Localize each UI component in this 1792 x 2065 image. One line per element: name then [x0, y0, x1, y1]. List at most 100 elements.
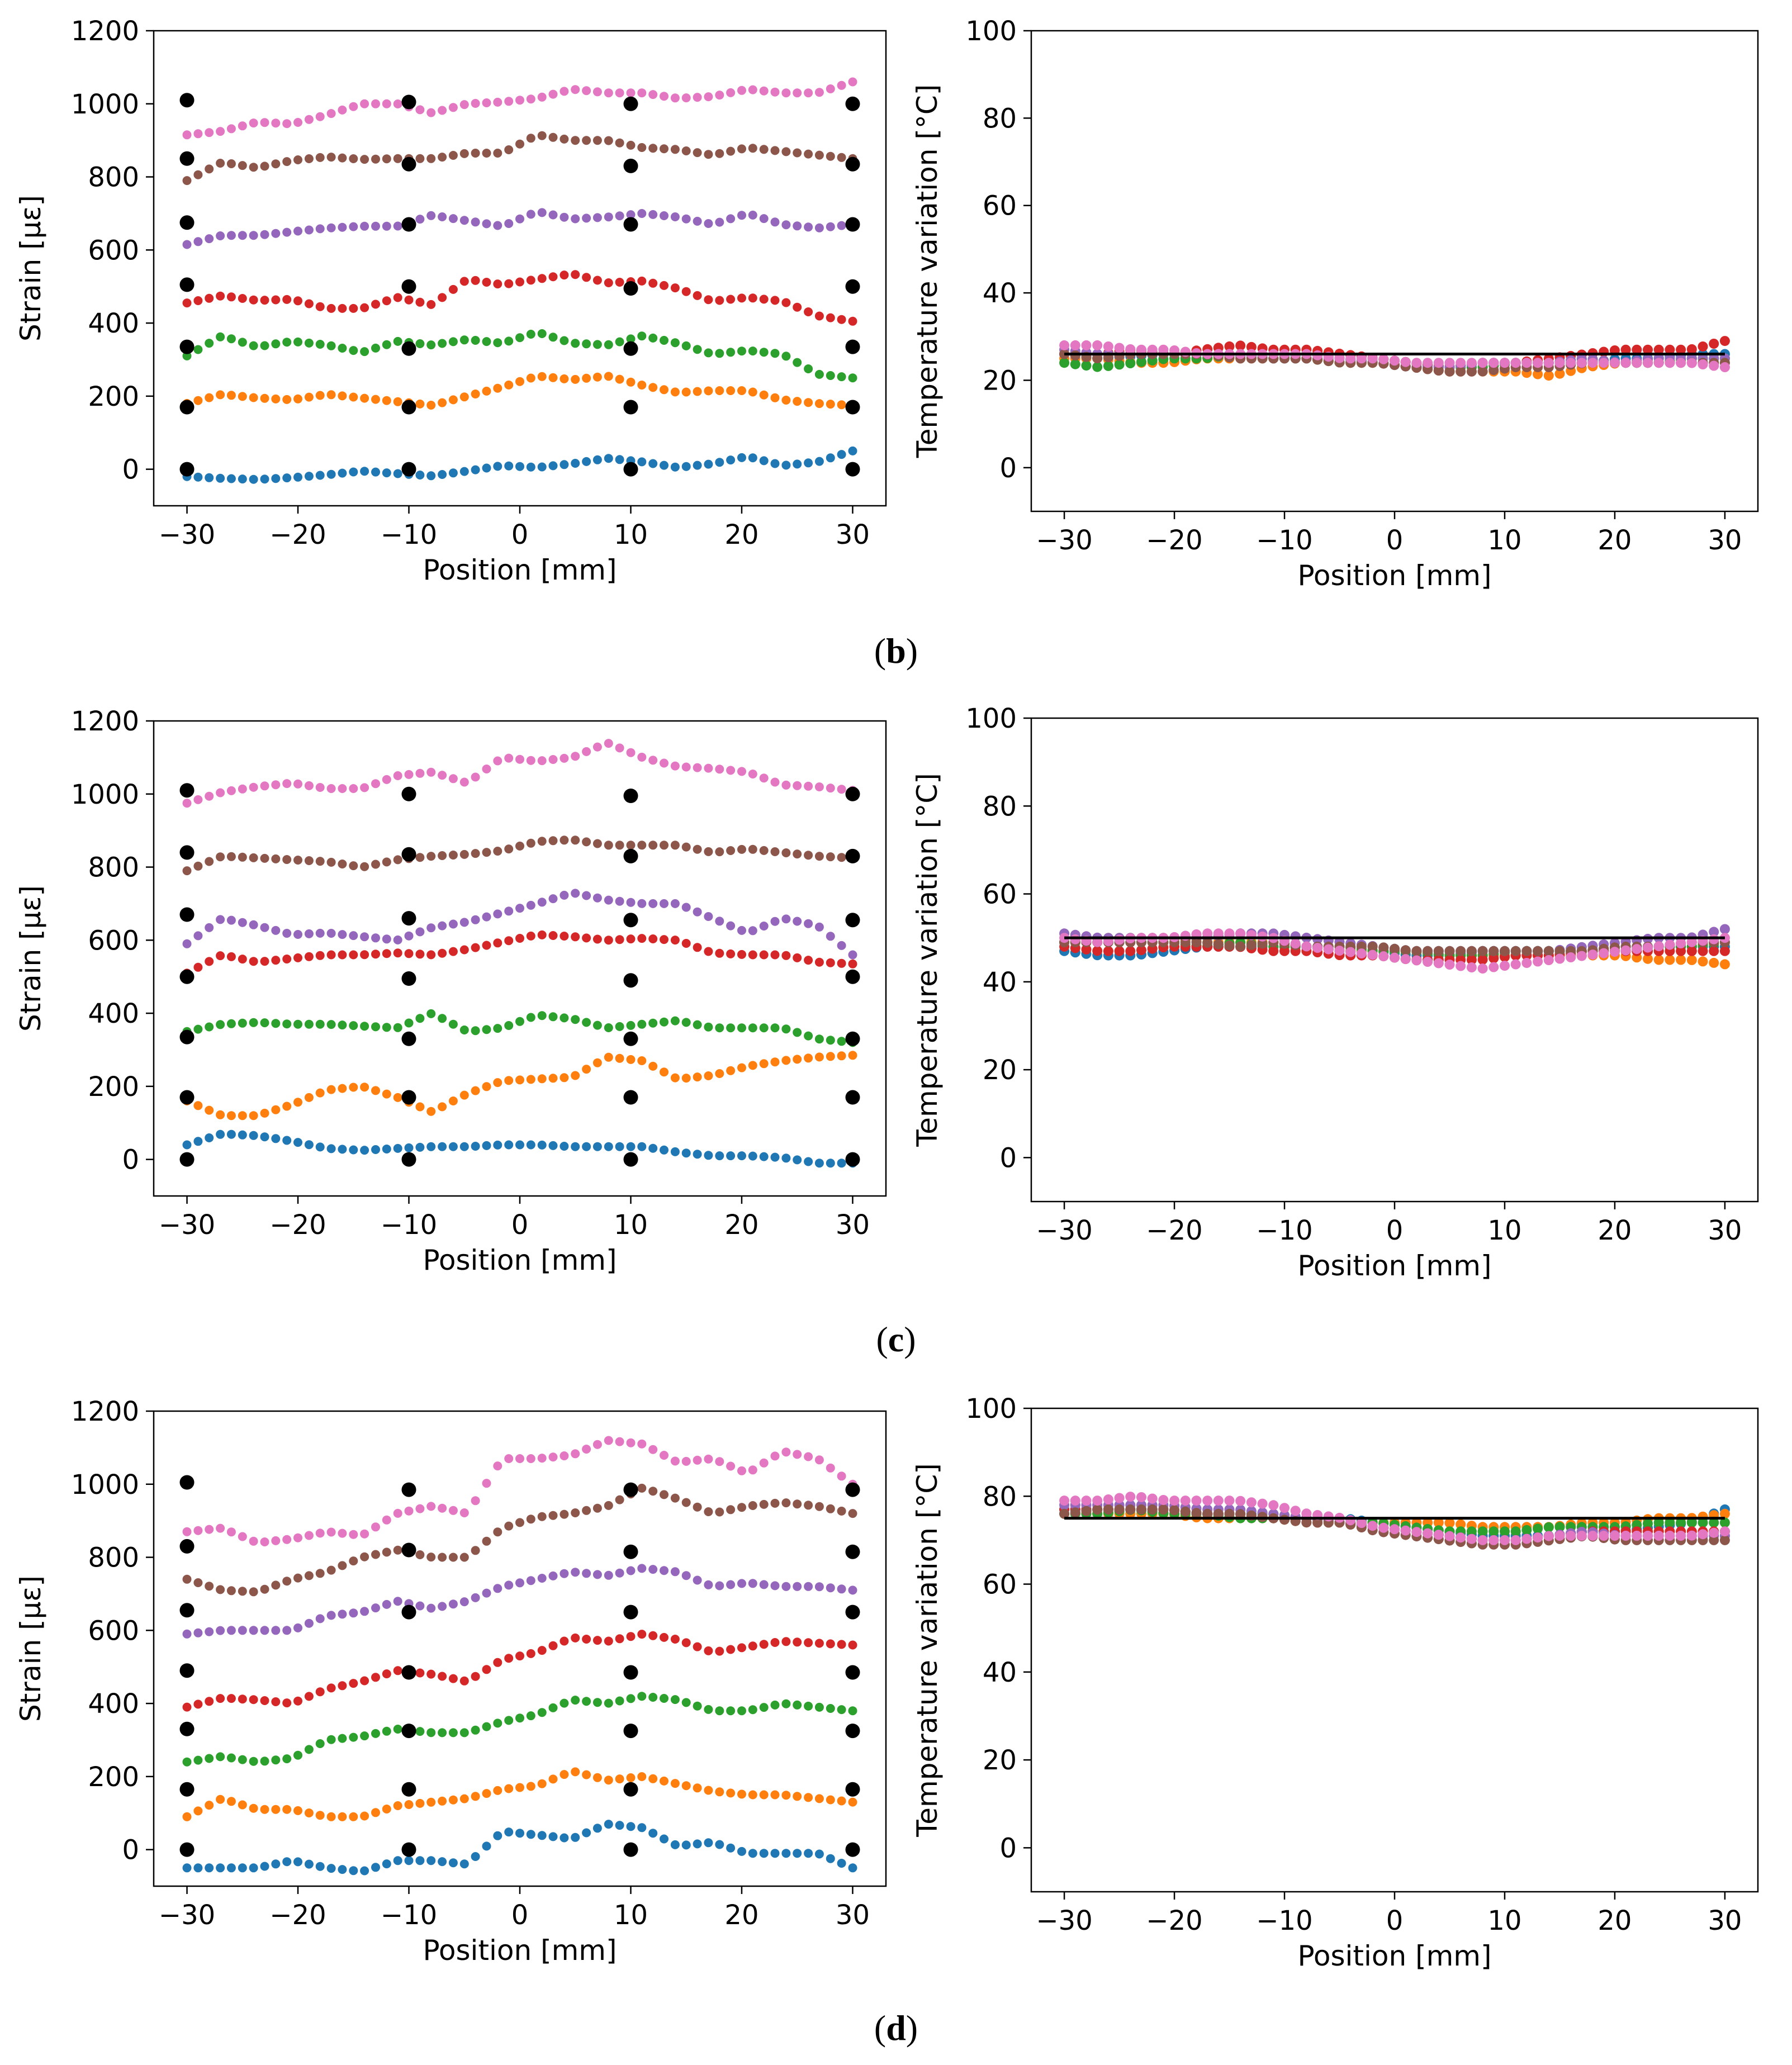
- data-point: [604, 278, 613, 287]
- data-point: [326, 1735, 336, 1744]
- data-point: [748, 1579, 757, 1588]
- data-point: [415, 1550, 425, 1559]
- data-point: [238, 294, 247, 303]
- data-point: [304, 1692, 314, 1701]
- data-point: [1367, 1521, 1378, 1531]
- data-point: [1213, 939, 1224, 950]
- data-point: [371, 1145, 380, 1154]
- data-point: [1390, 952, 1400, 963]
- data-point: [282, 473, 292, 483]
- data-point: [837, 785, 846, 794]
- data-point: [560, 374, 569, 383]
- data-point: [793, 1849, 802, 1858]
- data-point: [493, 1527, 502, 1537]
- data-point: [615, 1495, 624, 1504]
- data-point: [626, 140, 636, 150]
- data-point: [704, 1705, 713, 1714]
- data-point: [293, 779, 302, 789]
- data-point: [604, 212, 613, 222]
- data-point: [837, 153, 846, 162]
- data-point: [271, 1755, 281, 1765]
- data-point: [1643, 1531, 1653, 1541]
- data-point: [482, 1536, 491, 1546]
- data-point: [459, 1597, 469, 1607]
- data-point: [615, 1022, 624, 1031]
- data-point: [1400, 954, 1411, 965]
- data-point: [448, 337, 458, 346]
- reference-point: [401, 156, 416, 172]
- data-point: [537, 1011, 547, 1020]
- reference-points: [179, 1475, 860, 1857]
- data-point: [371, 300, 380, 309]
- data-point: [493, 1719, 502, 1728]
- data-point: [1400, 1525, 1411, 1536]
- data-point: [548, 373, 558, 382]
- reference-point: [845, 1665, 860, 1680]
- data-point: [770, 1152, 780, 1162]
- data-point: [626, 1694, 636, 1703]
- data-point: [371, 1808, 380, 1817]
- data-point: [592, 276, 602, 285]
- data-point: [238, 784, 247, 794]
- data-point: [770, 217, 780, 227]
- y-tick-label: 100: [965, 1393, 1017, 1425]
- data-point: [1533, 1523, 1543, 1534]
- data-point: [1510, 1526, 1521, 1537]
- x-tick-label: −20: [1146, 1215, 1202, 1246]
- data-point: [471, 1792, 480, 1801]
- data-point: [448, 919, 458, 929]
- y-tick-label: 1000: [71, 89, 139, 120]
- y-tick-label: 0: [999, 453, 1017, 484]
- data-point: [315, 224, 325, 234]
- data-point: [648, 90, 658, 99]
- data-point: [814, 1849, 824, 1859]
- data-point: [393, 154, 402, 163]
- reference-point: [623, 462, 638, 477]
- x-tick-label: 30: [836, 1900, 870, 1931]
- data-point: [226, 1019, 236, 1028]
- data-point: [415, 950, 425, 959]
- data-point: [726, 1505, 736, 1515]
- data-point: [371, 221, 380, 231]
- reference-point: [623, 1152, 638, 1167]
- data-point: [1632, 944, 1642, 955]
- data-point: [238, 392, 247, 401]
- data-point: [670, 145, 680, 154]
- data-point: [438, 1553, 447, 1562]
- reference-point: [623, 973, 638, 988]
- data-point: [371, 933, 380, 943]
- data-point: [837, 1051, 846, 1061]
- reference-point: [845, 217, 860, 232]
- data-point: [382, 221, 391, 231]
- data-point: [249, 474, 258, 484]
- data-point: [1488, 1535, 1499, 1545]
- data-point: [582, 933, 591, 943]
- data-point: [371, 860, 380, 869]
- data-point: [1268, 1500, 1279, 1511]
- data-point: [1609, 358, 1620, 368]
- data-point: [681, 287, 691, 296]
- data-point: [781, 1024, 791, 1034]
- x-axis-label: Position [mm]: [1298, 1250, 1492, 1282]
- data-point: [648, 1487, 658, 1496]
- caption-d: (d): [874, 2008, 918, 2048]
- data-point: [826, 1795, 835, 1805]
- y-tick-label: 0: [999, 1833, 1017, 1864]
- data-point: [371, 99, 380, 108]
- data-point: [1620, 1531, 1631, 1541]
- reference-point: [179, 1539, 195, 1554]
- data-point: [371, 1863, 380, 1872]
- data-point: [715, 1646, 724, 1656]
- data-point: [438, 851, 447, 860]
- data-point: [1488, 953, 1499, 963]
- data-point: [670, 283, 680, 293]
- data-point: [304, 1571, 314, 1580]
- data-point: [282, 1102, 292, 1111]
- data-point: [338, 930, 347, 939]
- data-point: [426, 950, 436, 960]
- data-point: [582, 747, 591, 756]
- data-point: [737, 1063, 746, 1072]
- data-point: [382, 1145, 391, 1153]
- data-point: [770, 459, 780, 468]
